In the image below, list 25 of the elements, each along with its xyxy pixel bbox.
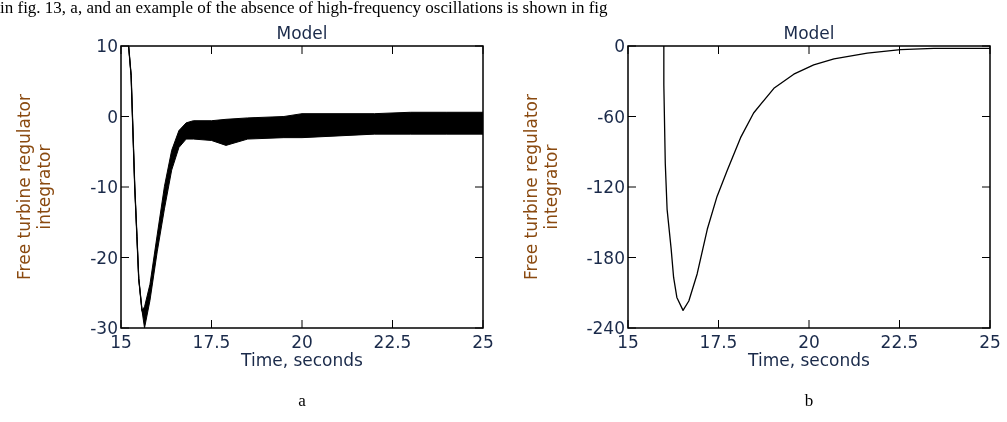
x-tick-label: 20 [798,332,820,352]
chart-title: Model [276,23,328,43]
y-tick-label: 0 [614,36,625,56]
y-axis-title: Free turbine regulator integrator [521,94,561,280]
y-tick-label: 10 [96,36,118,56]
y-tick-label: -120 [586,177,625,197]
text: in fig. 13, a, and an example of the absence of high-frequency oscillations is shown in fig [0,0,609,17]
chart-title: Model [783,23,835,43]
x-tick-label: 22.5 [373,332,412,352]
y-tick-label: -10 [90,177,118,197]
x-tick-label: 17.5 [699,332,738,352]
y-tick-label: -60 [597,106,625,127]
y-tick-label: -180 [586,247,625,268]
x-axis-title: Time, seconds [240,350,364,370]
x-axis-title: Time, seconds [747,350,871,370]
text: b [804,391,814,410]
x-tick-label: 25 [979,332,1001,352]
text: a [298,391,307,410]
x-tick-label: 20 [291,332,313,352]
x-tick-label: 25 [472,332,494,352]
y-tick-label: 0 [107,106,118,127]
x-tick-label: 22.5 [880,332,919,352]
y-axis-title: Free turbine regulator integrator [14,94,54,280]
y-tick-label: -20 [90,247,118,268]
x-tick-label: 17.5 [192,332,231,352]
